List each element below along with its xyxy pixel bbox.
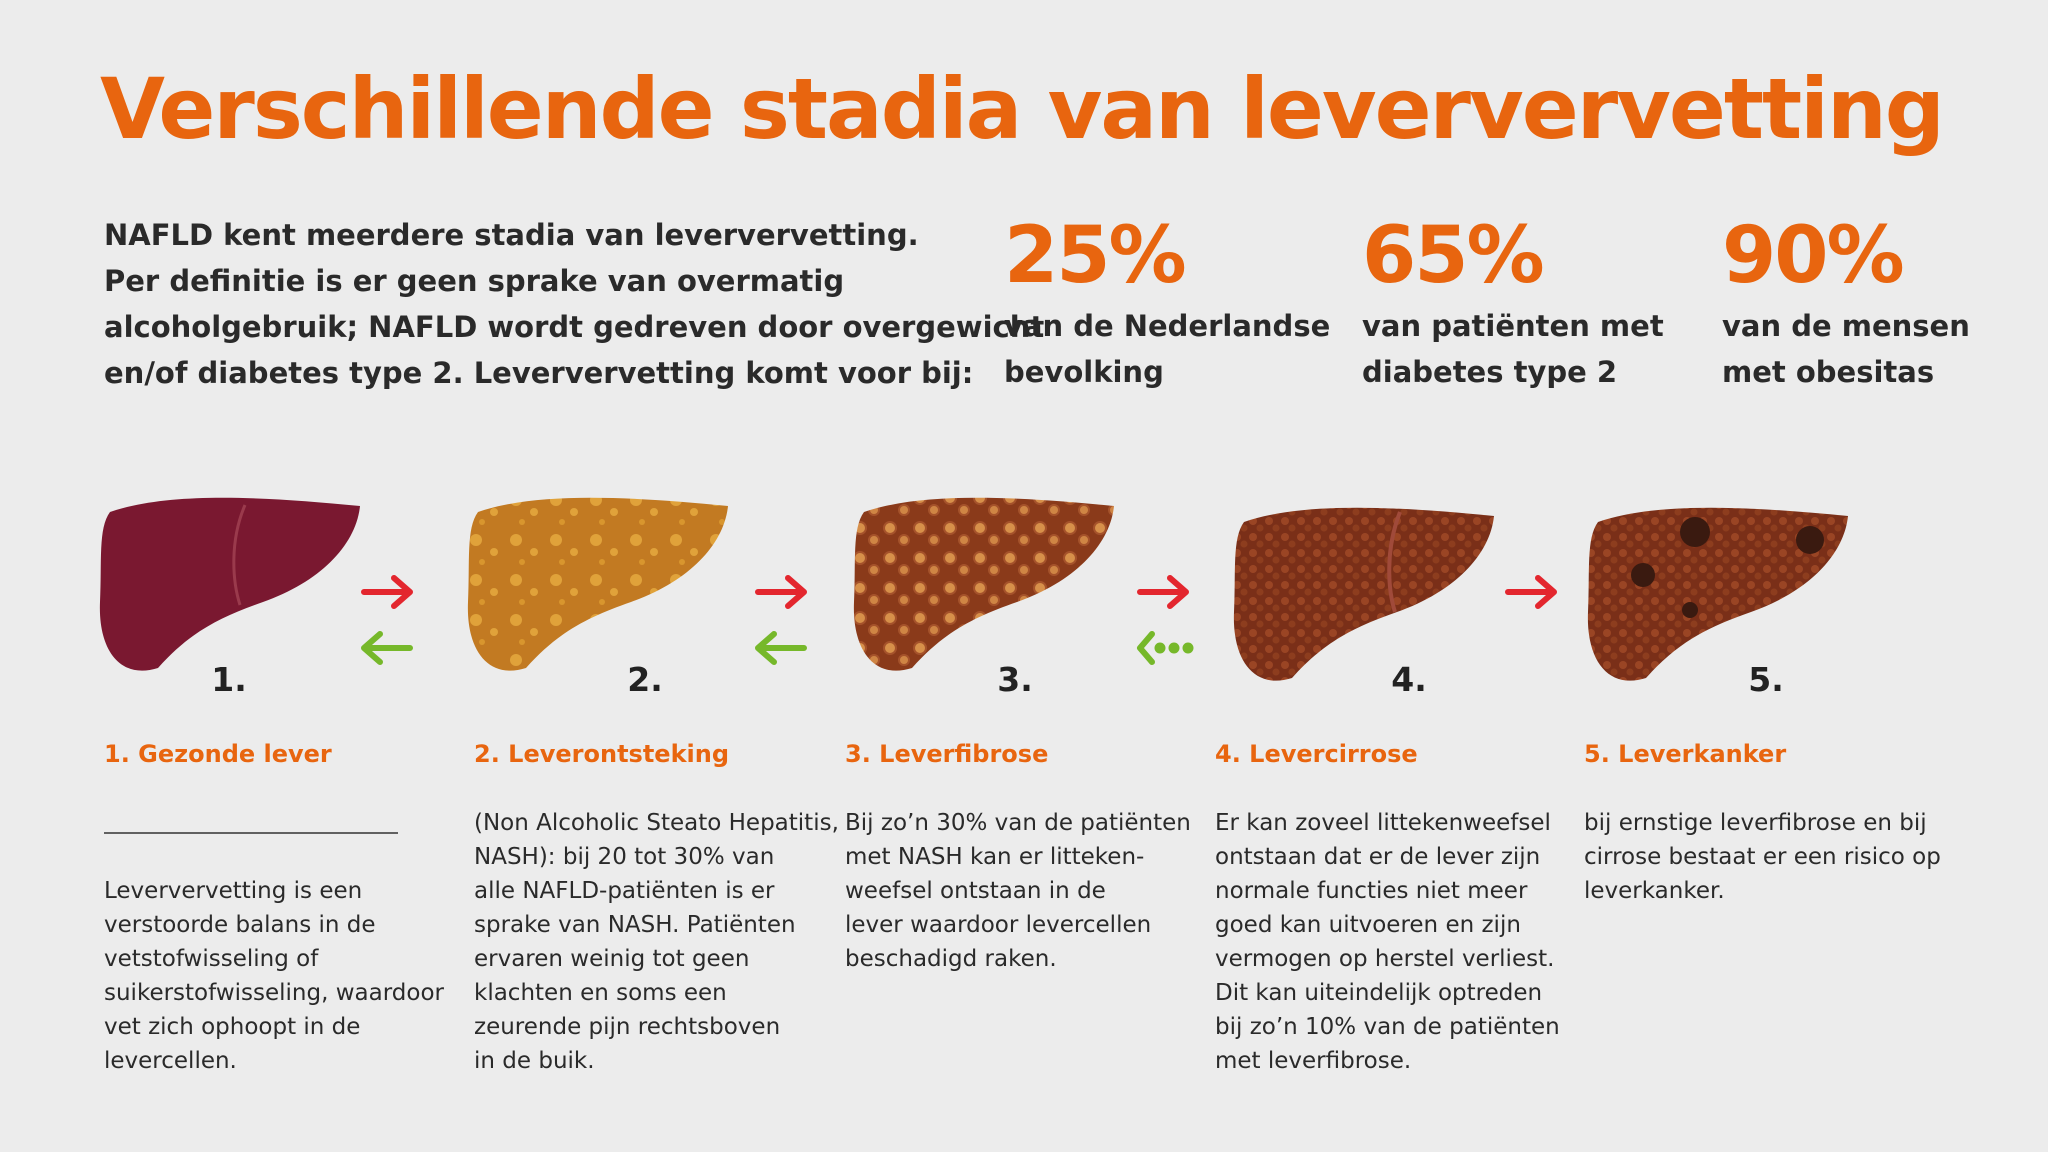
liver-cirrhosis <box>1233 507 1494 681</box>
liver-lobe <box>1387 511 1402 613</box>
stage-text: NASH): bij 20 tot 30% van <box>474 844 774 870</box>
stat-label: diabetes type 2 <box>1362 355 1617 389</box>
liver-fatty <box>467 497 728 671</box>
intro-line: Per definitie is er geen sprake van over… <box>104 264 844 298</box>
intro-line: en/of diabetes type 2. Leververvetting k… <box>104 356 973 390</box>
stage-text: Er kan zoveel littekenweefsel <box>1215 810 1551 836</box>
stage-text: vetstofwisseling of <box>104 946 319 972</box>
liver-illustrations <box>99 497 1848 681</box>
stat-label: van de Nederlandse <box>1004 309 1330 343</box>
stage-text: sprake van NASH. Patiënten <box>474 912 796 938</box>
stage-text: goed kan uitvoeren en zijn <box>1215 912 1521 938</box>
stage-text: leverkanker. <box>1584 878 1725 904</box>
stage-title: 4. Levercirrose <box>1215 740 1418 768</box>
title: Verschillende stadia van leververvetting <box>100 60 1943 158</box>
stage-text: (Non Alcoholic Steato Hepatitis, <box>474 810 839 836</box>
arrow-forward <box>755 575 807 609</box>
stage-text: in de buik. <box>474 1048 595 1074</box>
stage-text: ontstaan dat er de lever zijn <box>1215 844 1540 870</box>
stat-label: bevolking <box>1004 355 1164 389</box>
stage-text: Bij zo’n 30% van de patiënten <box>845 810 1191 836</box>
stage-text: ervaren weinig tot geen <box>474 946 749 972</box>
tumor <box>1680 517 1710 547</box>
arrow-back-dotted <box>1137 631 1194 665</box>
arrow-back <box>755 631 807 665</box>
stage-text: vet zich ophoopt in de <box>104 1014 360 1040</box>
stage-text: beschadigd raken. <box>845 946 1057 972</box>
stage-text: bij ernstige leverfibrose en bij <box>1584 810 1927 836</box>
intro: NAFLD kent meerdere stadia van leververv… <box>104 218 1044 390</box>
stage-text: met leverfibrose. <box>1215 1048 1411 1074</box>
stat-value: 25% <box>1004 211 1185 301</box>
stage-number: 2. <box>627 660 663 699</box>
stage-text: vermogen op herstel verliest. <box>1215 946 1554 972</box>
stage-number: 5. <box>1748 660 1784 699</box>
stage-text: alle NAFLD-patiënten is er <box>474 878 775 904</box>
arrows <box>361 575 1557 665</box>
stage-number: 3. <box>997 660 1033 699</box>
stage-text: cirrose bestaat er een risico op <box>1584 844 1941 870</box>
stage-text: verstoorde balans in de <box>104 912 376 938</box>
stage-title: 1. Gezonde lever <box>104 740 332 768</box>
stat-label: van patiënten met <box>1362 309 1664 343</box>
intro-line: NAFLD kent meerdere stadia van leververv… <box>104 218 919 252</box>
stage-text: Leververvetting is een <box>104 878 362 904</box>
stage-text: klachten en soms een <box>474 980 727 1006</box>
liver-fibrosis <box>853 497 1114 671</box>
stats: 25% van de Nederlandse bevolking 65% van pat… <box>1004 211 1970 389</box>
arrow-forward <box>1505 575 1557 609</box>
stage-text: weefsel ontstaan in de <box>845 878 1106 904</box>
liver-lobe <box>232 504 247 606</box>
stage-text: met NASH kan er litteken- <box>845 844 1144 870</box>
stage-title: 3. Leverfibrose <box>845 740 1048 768</box>
liver-healthy <box>99 497 360 671</box>
arrow-forward <box>1137 575 1189 609</box>
stat-label: van de mensen <box>1722 309 1970 343</box>
stages: 1. 1. Gezonde lever Leververvetting is een… <box>104 660 1941 1074</box>
arrow-back <box>361 631 413 665</box>
arrow-forward <box>361 575 413 609</box>
tumor <box>1631 563 1655 587</box>
stat-value: 90% <box>1722 211 1903 301</box>
stage-text: Dit kan uiteindelijk optreden <box>1215 980 1542 1006</box>
tumor <box>1682 602 1698 618</box>
stage-title: 5. Leverkanker <box>1584 740 1786 768</box>
intro-line: alcoholgebruik; NAFLD wordt gedreven doo… <box>104 310 1044 344</box>
stage-text: bij zo’n 10% van de patiënten <box>1215 1014 1560 1040</box>
stage-text: lever waardoor levercellen <box>845 912 1151 938</box>
stage-text: zeurende pijn rechtsboven <box>474 1014 780 1040</box>
stage-text: normale functies niet meer <box>1215 878 1528 904</box>
stage-number: 1. <box>211 660 247 699</box>
stat-label: met obesitas <box>1722 355 1934 389</box>
stage-title: 2. Leverontsteking <box>474 740 729 768</box>
tumor <box>1796 526 1824 554</box>
stage-text: suikerstofwisseling, waardoor <box>104 980 445 1006</box>
stage-number: 4. <box>1391 660 1427 699</box>
stage-text: levercellen. <box>104 1048 237 1074</box>
stat-value: 65% <box>1362 211 1543 301</box>
